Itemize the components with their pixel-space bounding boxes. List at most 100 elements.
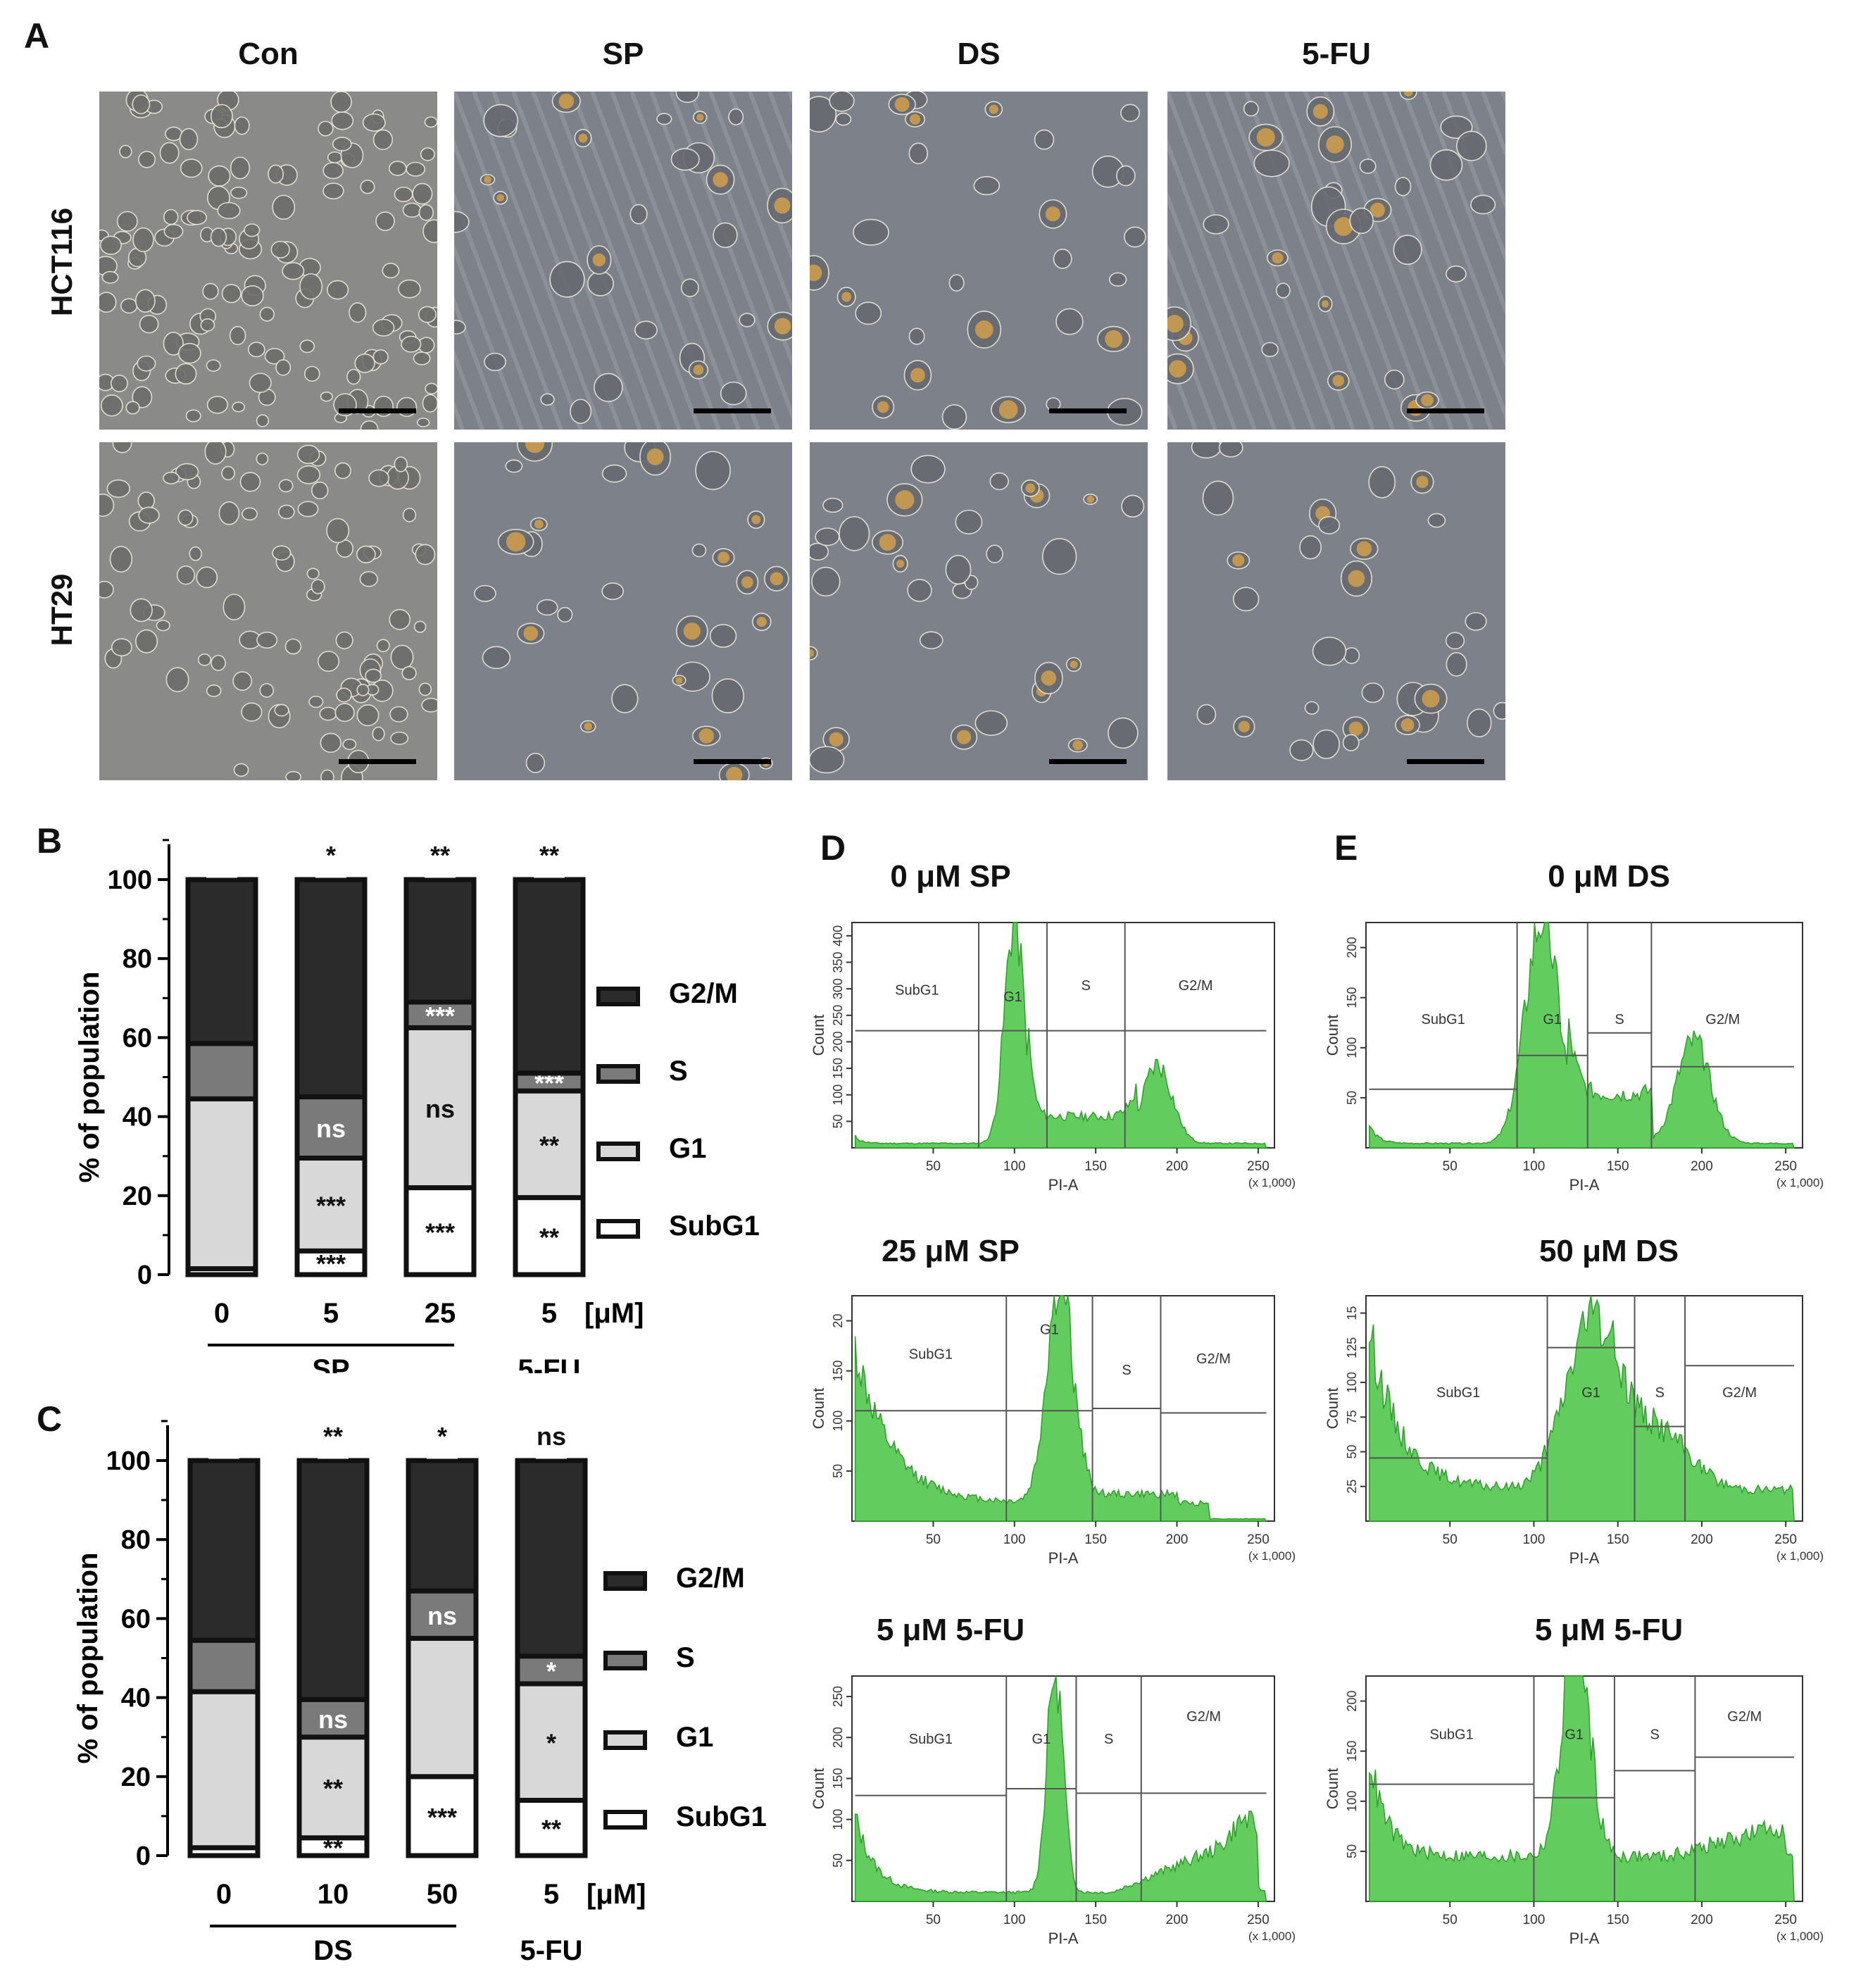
bar-segment-g2m — [406, 1458, 479, 1594]
cell — [974, 710, 1008, 736]
cell — [1108, 717, 1139, 749]
flow-title-d3: 5 μM 5-FU — [876, 1613, 1025, 1647]
interference-stripe — [454, 348, 484, 430]
cell — [330, 92, 352, 113]
rounded-cell — [592, 253, 606, 267]
x-tick-label: 5 — [544, 1879, 559, 1910]
x-tick-label: 100 — [1523, 1532, 1546, 1547]
x-tick-label: 0 — [214, 1298, 230, 1329]
significance-label: *** — [316, 1249, 346, 1278]
cell — [272, 545, 292, 561]
cell — [365, 668, 382, 683]
rounded-cell — [1070, 660, 1078, 669]
y-tick-label: 200 — [831, 1031, 845, 1052]
cell — [274, 704, 289, 717]
cell — [1429, 149, 1463, 181]
x-tick-label: 250 — [1247, 1913, 1270, 1927]
cell — [394, 187, 413, 202]
rounded-cell — [558, 93, 575, 109]
micrograph-ht29-5fu — [1167, 442, 1505, 780]
bar-segment-subg1 — [515, 1797, 588, 1858]
interference-stripe — [491, 92, 622, 430]
gate-label: G2/M — [1186, 1709, 1221, 1725]
y-tick-label: 100 — [1345, 1791, 1359, 1812]
cell — [908, 327, 925, 345]
cell — [421, 697, 437, 713]
x-tick-label: 150 — [1607, 1532, 1629, 1547]
x-tick-label: 250 — [1247, 1159, 1270, 1174]
interference-stripe — [1167, 138, 1277, 430]
flow-title-d2: 25 μM SP — [882, 1234, 1020, 1268]
interference-stripe — [767, 92, 792, 158]
cell — [372, 129, 394, 151]
rounded-cell — [1272, 252, 1284, 264]
y-tick-label: 350 — [831, 951, 845, 973]
cell — [99, 493, 115, 517]
bar-segment-s — [515, 1653, 588, 1687]
cell — [334, 462, 351, 480]
cell — [336, 687, 352, 703]
cell — [1218, 442, 1243, 458]
rounded-cell — [1421, 394, 1434, 407]
gate-label: SubG1 — [895, 982, 939, 998]
unit-label: [μM] — [587, 1879, 646, 1910]
cell — [230, 186, 248, 199]
x-tick-label: 200 — [1691, 1532, 1713, 1547]
rounded-cell — [1045, 206, 1060, 222]
micrograph-hct116-sp — [454, 92, 792, 430]
cell — [955, 509, 983, 534]
significance-label: ** — [323, 1422, 343, 1451]
cell — [327, 280, 349, 300]
gate-label: G1 — [1040, 1322, 1059, 1337]
x-axis-label: PI-A — [1569, 1176, 1600, 1194]
bar-segment-g2m — [187, 1458, 261, 1643]
cell — [354, 353, 375, 373]
cell — [99, 580, 114, 599]
legend-label: G1 — [676, 1722, 713, 1753]
cell — [1446, 652, 1467, 677]
rounded-cell — [506, 532, 526, 552]
cell — [349, 302, 367, 323]
gate-label: SubG1 — [1422, 1012, 1465, 1027]
rounded-cell — [841, 292, 852, 302]
cell — [810, 542, 829, 561]
y-tick-label: 20 — [831, 1314, 845, 1328]
cell — [249, 373, 272, 394]
cell — [474, 584, 496, 602]
interference-stripe — [472, 92, 603, 430]
rounded-cell — [1400, 718, 1415, 732]
x-tick-label: 150 — [1607, 1159, 1629, 1174]
x-tick-label: 200 — [1166, 1159, 1189, 1174]
x-scale-label: (x 1,000) — [1776, 1176, 1824, 1189]
cell — [1304, 701, 1320, 715]
rounded-cell — [1167, 315, 1184, 333]
cell — [908, 142, 929, 165]
scale-bar — [1407, 759, 1484, 764]
y-tick-label: 200 — [1345, 1691, 1359, 1712]
cell — [360, 180, 375, 194]
cell — [656, 113, 672, 125]
cell — [334, 703, 355, 723]
rounded-cell — [1326, 135, 1344, 154]
x-tick-label: 50 — [1443, 1159, 1458, 1174]
cell — [322, 182, 344, 200]
rounded-cell — [1086, 495, 1094, 504]
x-tick-label: 250 — [1774, 1913, 1797, 1927]
significance-label: *** — [316, 1191, 346, 1220]
legend-label: S — [669, 1056, 688, 1087]
cell — [196, 566, 218, 589]
cell — [418, 306, 437, 323]
interference-stripe — [454, 243, 524, 430]
rounded-cell — [1348, 570, 1365, 587]
bar-segment-g1 — [187, 1689, 261, 1851]
x-axis-label: PI-A — [1048, 1549, 1079, 1567]
cell — [210, 227, 227, 247]
cell — [318, 651, 340, 673]
cell — [139, 315, 159, 334]
interference-stripe — [1167, 243, 1237, 430]
gate-label: G2/M — [1179, 978, 1213, 994]
rounded-cell — [1356, 541, 1372, 556]
group-label: DS — [313, 1935, 353, 1966]
unit-label: [μM] — [584, 1298, 644, 1329]
cell — [549, 261, 585, 298]
